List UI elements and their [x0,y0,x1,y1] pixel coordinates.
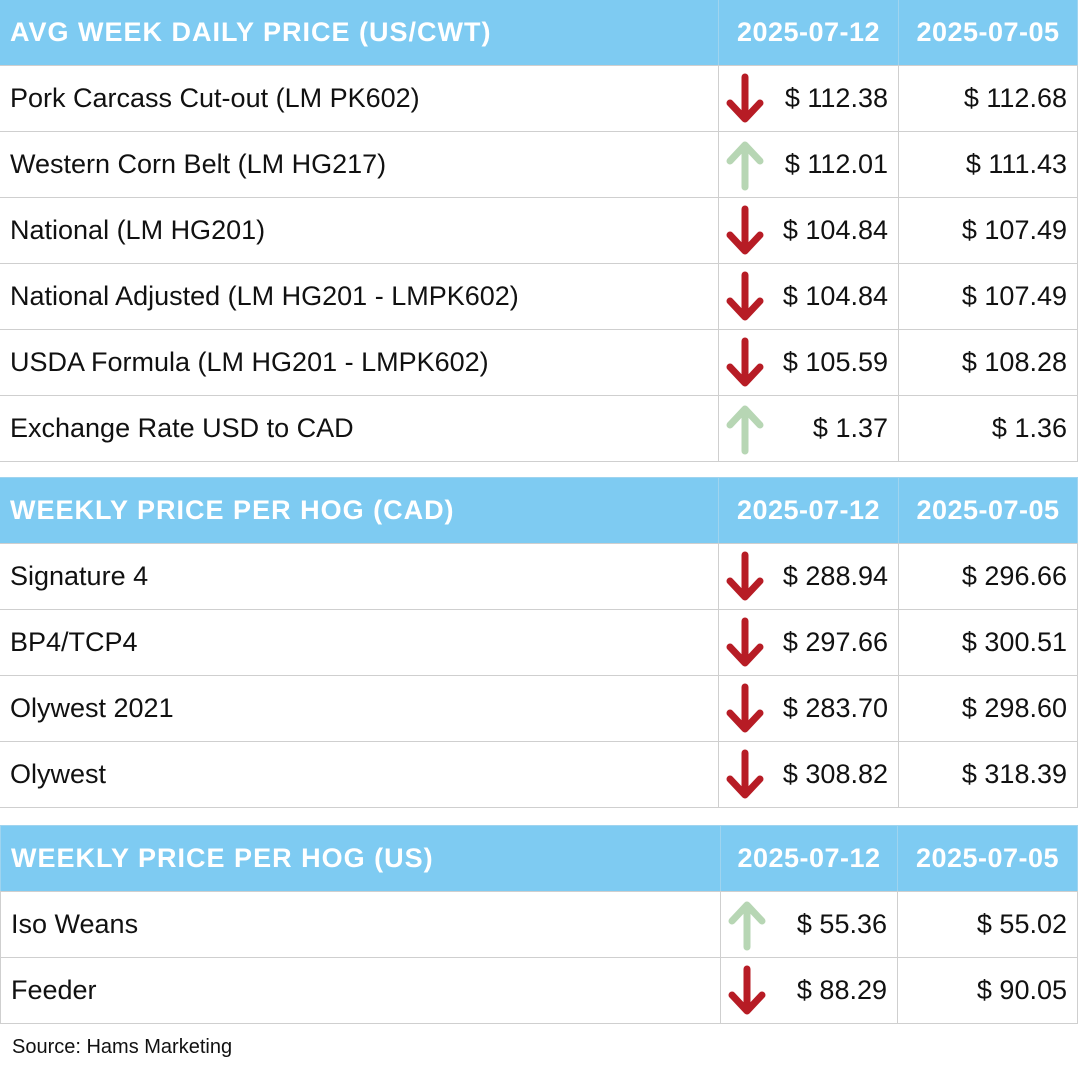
current-price: $ 112.38 [784,83,888,113]
current-price-cell: $ 88.29 [720,957,898,1024]
current-price: $ 55.36 [796,909,887,939]
arrow-down-icon [727,965,767,1017]
table-row: Pork Carcass Cut-out (LM PK602) $ 112.38 $… [0,65,1078,132]
current-price-cell: $ 104.84 [718,263,899,330]
price-table-2: WEEKLY PRICE PER HOG (CAD) 2025-07-12 2025… [0,477,1078,808]
arrow-up-icon [727,899,767,951]
current-price-cell: $ 1.37 [718,395,899,462]
price-table-3: WEEKLY PRICE PER HOG (US) 2025-07-12 2025-… [0,825,1078,1024]
current-price: $ 1.37 [812,413,888,443]
current-date-header: 2025-07-12 [720,825,898,892]
previous-price: $ 108.28 [898,329,1078,396]
table-title: WEEKLY PRICE PER HOG (CAD) [0,477,719,544]
previous-price: $ 298.60 [898,675,1078,742]
row-label: National (LM HG201) [0,197,719,264]
current-price: $ 88.29 [796,975,887,1005]
table-row: Signature 4 $ 288.94 $ 296.66 [0,543,1078,610]
table-row: Olywest $ 308.82 $ 318.39 [0,741,1078,808]
table-row: National (LM HG201) $ 104.84 $ 107.49 [0,197,1078,264]
table-row: Feeder $ 88.29 $ 90.05 [0,957,1078,1024]
arrow-down-icon [725,683,765,735]
current-price-cell: $ 112.01 [718,131,899,198]
current-price: $ 112.01 [784,149,888,179]
table-row: Olywest 2021 $ 283.70 $ 298.60 [0,675,1078,742]
table-title: AVG WEEK DAILY PRICE (US/CWT) [0,0,719,66]
current-price: $ 297.66 [782,627,888,657]
current-price-cell: $ 288.94 [718,543,899,610]
current-price-cell: $ 55.36 [720,891,898,958]
current-price: $ 104.84 [782,281,888,311]
table-row: National Adjusted (LM HG201 - LMPK602) $ … [0,263,1078,330]
previous-price: $ 300.51 [898,609,1078,676]
row-label: Signature 4 [0,543,719,610]
current-price: $ 283.70 [782,693,888,723]
arrow-down-icon [725,337,765,389]
table-row: Exchange Rate USD to CAD $ 1.37 $ 1.36 [0,395,1078,462]
table-header-row: WEEKLY PRICE PER HOG (CAD) 2025-07-12 2025… [0,477,1078,544]
table-row: BP4/TCP4 $ 297.66 $ 300.51 [0,609,1078,676]
previous-date-header: 2025-07-05 [898,0,1078,66]
previous-price: $ 107.49 [898,263,1078,330]
current-price-cell: $ 112.38 [718,65,899,132]
row-label: Exchange Rate USD to CAD [0,395,719,462]
previous-date-header: 2025-07-05 [897,825,1078,892]
current-date-header: 2025-07-12 [718,0,899,66]
current-price: $ 104.84 [782,215,888,245]
current-price: $ 308.82 [782,759,888,789]
previous-date-header: 2025-07-05 [898,477,1078,544]
current-price: $ 105.59 [782,347,888,377]
row-label: Feeder [0,957,721,1024]
table-row: Western Corn Belt (LM HG217) $ 112.01 $ 11… [0,131,1078,198]
arrow-down-icon [725,551,765,603]
arrow-down-icon [725,73,765,125]
source-note: Source: Hams Marketing [12,1036,233,1058]
current-price-cell: $ 283.70 [718,675,899,742]
previous-price: $ 55.02 [897,891,1078,958]
table-header-row: AVG WEEK DAILY PRICE (US/CWT) 2025-07-12 2… [0,0,1078,66]
arrow-down-icon [725,205,765,257]
table-row: USDA Formula (LM HG201 - LMPK602) $ 105.5… [0,329,1078,396]
arrow-down-icon [725,271,765,323]
arrow-up-icon [725,139,765,191]
current-date-header: 2025-07-12 [718,477,899,544]
row-label: USDA Formula (LM HG201 - LMPK602) [0,329,719,396]
arrow-down-icon [725,749,765,801]
row-label: National Adjusted (LM HG201 - LMPK602) [0,263,719,330]
table-row: Iso Weans $ 55.36 $ 55.02 [0,891,1078,958]
current-price-cell: $ 104.84 [718,197,899,264]
row-label: Pork Carcass Cut-out (LM PK602) [0,65,719,132]
row-label: Olywest [0,741,719,808]
row-label: Iso Weans [0,891,721,958]
previous-price: $ 111.43 [898,131,1078,198]
row-label: Western Corn Belt (LM HG217) [0,131,719,198]
row-label: Olywest 2021 [0,675,719,742]
previous-price: $ 296.66 [898,543,1078,610]
arrow-up-icon [725,403,765,455]
previous-price: $ 90.05 [897,957,1078,1024]
current-price: $ 288.94 [782,561,888,591]
previous-price: $ 112.68 [898,65,1078,132]
current-price-cell: $ 308.82 [718,741,899,808]
previous-price: $ 318.39 [898,741,1078,808]
previous-price: $ 1.36 [898,395,1078,462]
current-price-cell: $ 297.66 [718,609,899,676]
previous-price: $ 107.49 [898,197,1078,264]
price-table-1: AVG WEEK DAILY PRICE (US/CWT) 2025-07-12 2… [0,0,1078,462]
arrow-down-icon [725,617,765,669]
row-label: BP4/TCP4 [0,609,719,676]
table-header-row: WEEKLY PRICE PER HOG (US) 2025-07-12 2025-… [0,825,1078,892]
current-price-cell: $ 105.59 [718,329,899,396]
table-title: WEEKLY PRICE PER HOG (US) [0,825,721,892]
